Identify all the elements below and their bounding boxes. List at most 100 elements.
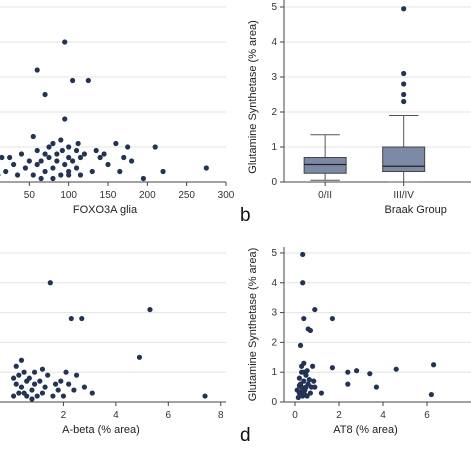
- data-point: [34, 67, 40, 73]
- data-point: [66, 154, 72, 161]
- data-point: [24, 378, 30, 384]
- data-point: [311, 378, 317, 384]
- data-point: [13, 363, 19, 369]
- x-tick-label: 200: [139, 190, 156, 201]
- x-tick-label: 4: [113, 410, 119, 421]
- data-point: [202, 393, 208, 399]
- data-point: [367, 371, 373, 377]
- data-point: [373, 384, 379, 390]
- data-point: [63, 369, 69, 375]
- x-axis-label: FOXO3A glia: [73, 204, 138, 216]
- data-point: [354, 368, 360, 374]
- outlier-point: [401, 98, 407, 105]
- panel-a: 50 100 150 200 250 300 FOXO3A glia: [0, 6, 235, 216]
- data-point: [297, 342, 304, 348]
- data-point: [42, 384, 48, 390]
- data-point: [42, 151, 48, 157]
- data-point: [89, 390, 95, 396]
- data-point: [160, 168, 166, 175]
- data-point: [62, 161, 68, 168]
- data-point: [306, 377, 312, 383]
- data-point: [13, 381, 19, 387]
- data-point: [59, 147, 65, 154]
- data-point: [50, 175, 56, 182]
- x-tick-label: III/IV: [393, 190, 414, 201]
- y-tick-label: 0: [271, 177, 277, 188]
- y-tick-label: 5: [271, 248, 277, 259]
- y-tick-label: 1: [271, 367, 277, 378]
- data-point: [16, 372, 22, 378]
- data-point: [81, 384, 87, 390]
- x-tick-label: 50: [24, 190, 36, 201]
- data-point: [329, 315, 335, 322]
- x-tick-label: 2: [336, 410, 342, 421]
- data-point: [66, 381, 72, 387]
- data-point: [22, 165, 28, 171]
- data-point: [62, 116, 68, 122]
- panel-b: 0 1 2 3 4 5 0/II III/IV Braak Group Glutamine Syn…: [240, 0, 471, 226]
- x-tick-label: 8: [218, 410, 224, 421]
- data-point: [305, 326, 311, 332]
- data-point: [302, 391, 308, 398]
- y-axis-label: Glutamine Synthetase (% area): [247, 20, 259, 173]
- data-point: [50, 140, 56, 147]
- data-point: [16, 390, 22, 396]
- data-point: [294, 387, 300, 393]
- data-point: [37, 378, 43, 384]
- data-point: [50, 165, 56, 171]
- data-point: [45, 372, 51, 378]
- x-tick-label: 4: [380, 410, 386, 421]
- x-tick-label: 2: [61, 410, 67, 421]
- data-point: [31, 381, 38, 387]
- outlier-point: [401, 81, 407, 87]
- y-tick-label: 4: [271, 37, 277, 48]
- data-point: [329, 365, 335, 371]
- data-point: [70, 158, 76, 164]
- data-point: [55, 387, 61, 393]
- data-point: [301, 360, 307, 366]
- data-point: [21, 390, 27, 396]
- data-point: [89, 168, 95, 175]
- data-point: [301, 378, 307, 384]
- data-point: [38, 175, 44, 182]
- data-point: [34, 147, 40, 154]
- data-point: [79, 315, 85, 322]
- data-point: [34, 393, 40, 399]
- data-point: [26, 158, 32, 164]
- data-point: [310, 363, 316, 369]
- data-point: [68, 315, 74, 322]
- y-tick-label: 0: [271, 397, 277, 408]
- x-axis-label: A-beta (% area): [62, 424, 140, 436]
- data-point: [304, 368, 310, 374]
- data-point: [75, 140, 81, 147]
- outlier-point: [401, 91, 407, 98]
- data-point: [71, 387, 77, 393]
- data-point: [11, 393, 17, 399]
- data-point: [152, 144, 158, 150]
- data-point: [345, 381, 351, 387]
- data-point: [101, 151, 107, 157]
- y-tick-label: 2: [271, 107, 277, 118]
- data-point: [77, 154, 84, 161]
- x-tick-label: 250: [178, 190, 195, 201]
- data-point: [31, 369, 38, 375]
- x-tick-label: 6: [424, 410, 430, 421]
- data-point: [62, 39, 68, 45]
- data-point: [295, 394, 301, 401]
- data-point: [136, 354, 143, 360]
- data-point: [129, 158, 135, 164]
- data-point: [47, 280, 53, 286]
- data-point: [18, 151, 25, 157]
- x-axis-label: AT8 (% area): [333, 424, 398, 436]
- data-point: [81, 151, 87, 157]
- x-tick-label: 300: [218, 190, 235, 201]
- data-point: [117, 168, 123, 175]
- data-point: [52, 381, 59, 387]
- data-point: [296, 375, 302, 381]
- data-point: [299, 388, 305, 395]
- panel-label: d: [240, 425, 251, 446]
- data-point: [125, 144, 131, 150]
- data-point: [54, 158, 60, 164]
- panel-label: b: [240, 205, 251, 226]
